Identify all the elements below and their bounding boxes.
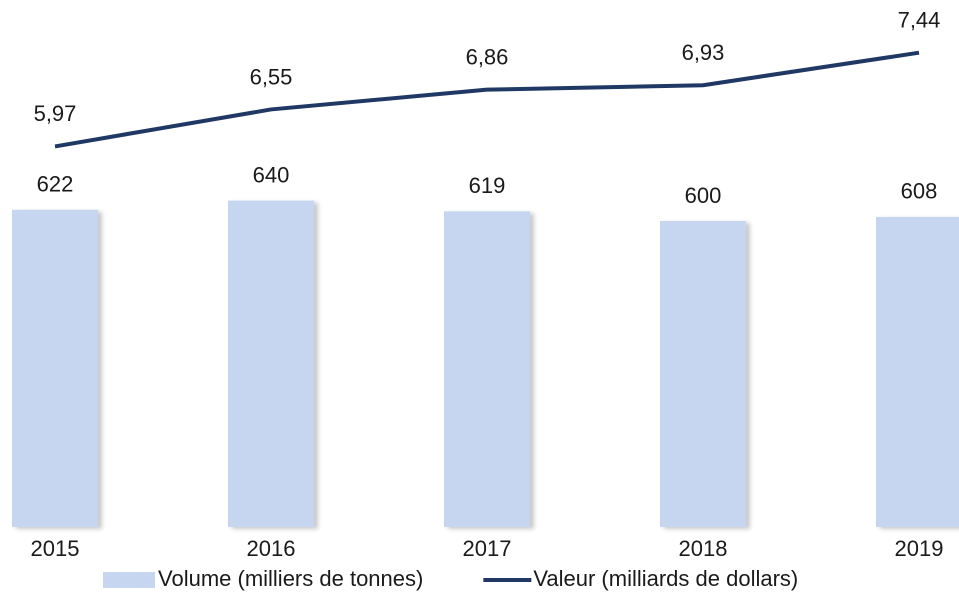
legend-label: Valeur (milliards de dollars): [533, 566, 798, 591]
x-tick-label: 2018: [679, 536, 728, 561]
x-tick-label: 2016: [247, 536, 296, 561]
bar: [660, 221, 746, 527]
bar-value-label: 608: [901, 179, 938, 204]
line-value-label: 6,55: [250, 64, 293, 89]
x-tick-label: 2019: [895, 536, 944, 561]
x-tick-label: 2015: [31, 536, 80, 561]
line-value-label: 7,44: [898, 8, 941, 33]
line-value-label: 5,97: [34, 101, 77, 126]
bar-value-label: 600: [685, 183, 722, 208]
legend-swatch: [103, 572, 155, 588]
x-tick-label: 2017: [463, 536, 512, 561]
legend-label: Volume (milliers de tonnes): [158, 566, 423, 591]
bar-value-label: 640: [253, 162, 290, 187]
bar-value-label: 622: [37, 172, 74, 197]
bar: [228, 200, 314, 527]
line-value-label: 6,86: [466, 44, 509, 69]
bar-value-label: 619: [469, 173, 506, 198]
line-value-label: 6,93: [682, 40, 725, 65]
bar: [876, 216, 959, 528]
bar: [12, 209, 98, 527]
line: [54, 50, 920, 149]
bar: [444, 211, 530, 527]
